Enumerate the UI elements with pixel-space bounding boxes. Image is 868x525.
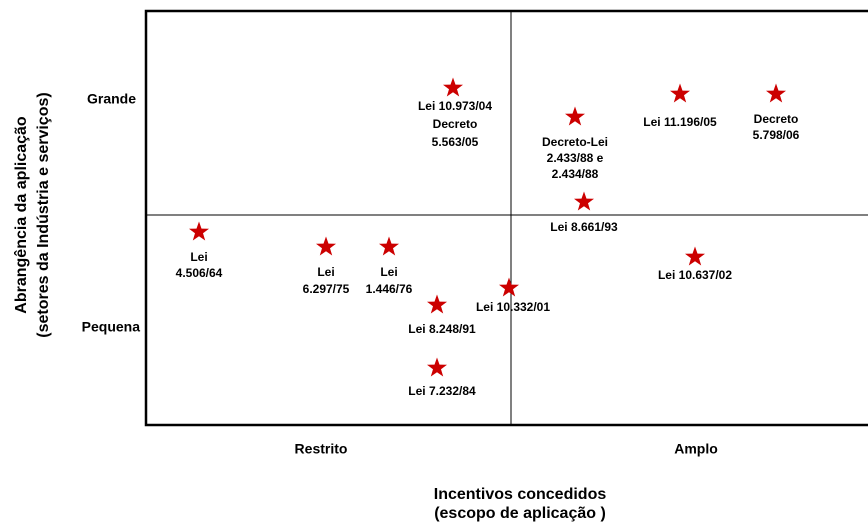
node-label: 1.446/76 <box>366 282 413 296</box>
node-label: Lei <box>317 265 334 279</box>
node-label: 2.433/88 e <box>547 151 604 165</box>
node-label: Lei <box>190 250 207 264</box>
node-label: Lei 8.248/91 <box>408 322 476 336</box>
frame <box>144 9 868 427</box>
star <box>189 221 209 241</box>
node-label: Lei 7.232/84 <box>408 384 476 398</box>
star <box>574 191 594 211</box>
node-label: 2.434/88 <box>552 167 599 181</box>
star <box>565 106 585 126</box>
y-level: Pequena <box>82 319 141 335</box>
node-label: 5.563/05 <box>432 135 479 149</box>
node-label: 4.506/64 <box>176 266 223 280</box>
node-label: Decreto <box>433 117 478 131</box>
node-label: Decreto <box>754 112 799 126</box>
x-level: Amplo <box>674 441 718 457</box>
star <box>316 236 336 256</box>
star <box>685 246 705 266</box>
y-title: Abrangência da aplicação <box>13 116 30 314</box>
node-label: Lei 10.332/01 <box>476 300 550 314</box>
star <box>766 83 786 103</box>
y-level: Grande <box>87 91 136 107</box>
y-title: (setores da Indústria e serviços) <box>35 92 52 337</box>
star <box>427 294 447 314</box>
node-label: Lei 8.661/93 <box>550 220 618 234</box>
node-label: Decreto-Lei <box>542 135 608 149</box>
node-label: Lei 10.637/02 <box>658 268 732 282</box>
x-level: Restrito <box>295 441 348 457</box>
node-label: 5.798/06 <box>753 128 800 142</box>
star <box>499 277 519 297</box>
node-label: Lei 10.973/04 <box>418 99 492 113</box>
star <box>427 357 447 377</box>
node-label: Lei 11.196/05 <box>643 115 717 129</box>
star <box>670 83 690 103</box>
star <box>379 236 399 256</box>
node-label: 6.297/75 <box>303 282 350 296</box>
node-label: Lei <box>380 265 397 279</box>
star <box>443 77 463 97</box>
x-title: Incentivos concedidos <box>434 486 607 503</box>
x-title: (escopo de aplicação ) <box>434 505 606 522</box>
